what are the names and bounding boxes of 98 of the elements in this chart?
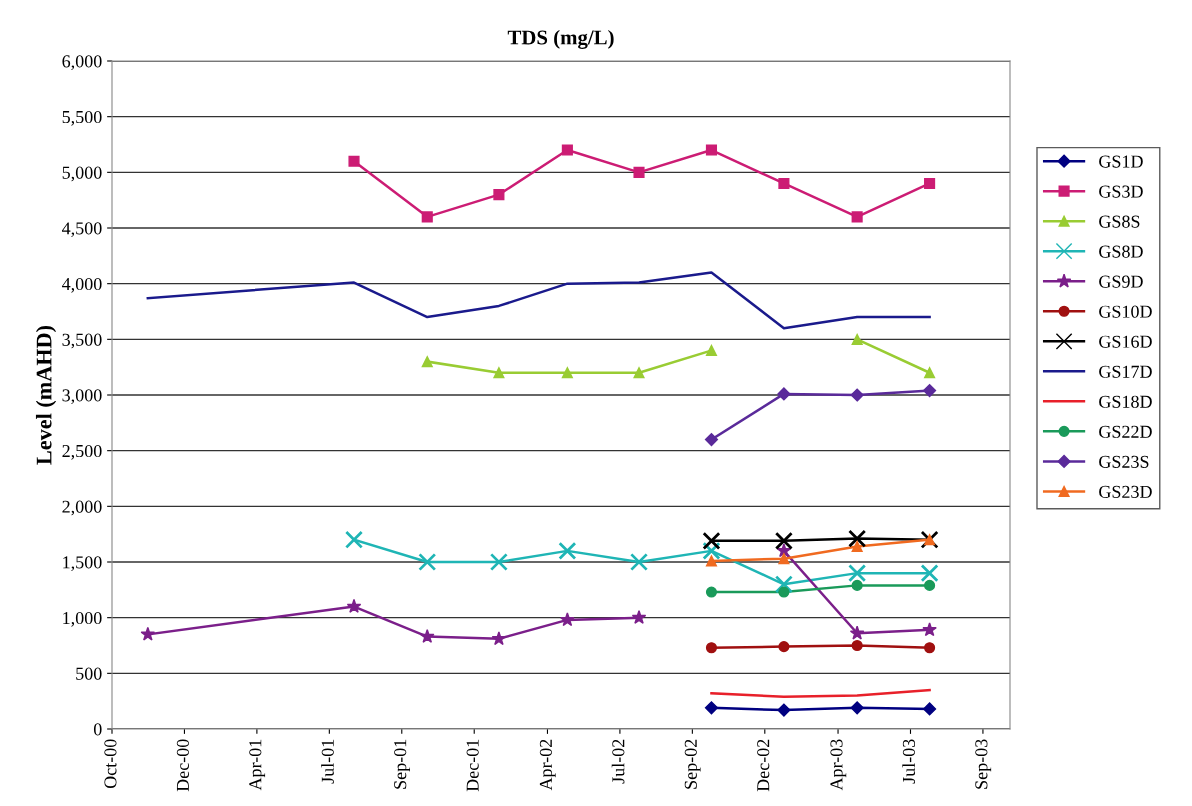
x-tick-label: Jul-02 xyxy=(611,739,625,784)
point xyxy=(848,564,867,583)
legend-label: GS16D xyxy=(1099,335,1152,348)
x-tick-label: Sep-02 xyxy=(684,739,701,789)
point xyxy=(922,622,937,637)
point xyxy=(924,642,936,654)
point xyxy=(776,543,792,558)
y-tick-label: 3,000 xyxy=(62,389,102,405)
legend-label: GS3D xyxy=(1099,185,1143,198)
y-tick-label: 500 xyxy=(76,667,102,680)
line-series xyxy=(146,271,931,330)
line-series xyxy=(710,688,931,698)
point xyxy=(923,383,937,398)
x-tick-label: Sep-01 xyxy=(394,739,410,789)
point xyxy=(778,641,790,653)
x-tick-label: Sep-03 xyxy=(975,739,992,789)
point xyxy=(778,586,790,598)
legend-label: GS10D xyxy=(1099,305,1152,318)
chart-title: TDS (mg/L) xyxy=(507,29,614,49)
point xyxy=(344,530,364,549)
point xyxy=(704,432,719,447)
y-tick-label: 0 xyxy=(93,723,102,736)
x-tick-label: Apr-03 xyxy=(830,739,847,791)
legend-label: GS18D xyxy=(1099,395,1152,408)
point xyxy=(705,344,718,357)
point xyxy=(629,552,649,572)
y-axis-title: Level (mAHD) xyxy=(35,325,57,465)
point xyxy=(924,367,936,379)
point xyxy=(560,612,575,627)
point xyxy=(558,541,577,560)
y-tick-label: 3,500 xyxy=(62,333,102,349)
point xyxy=(851,211,863,223)
point xyxy=(633,367,645,379)
point xyxy=(421,356,433,368)
x-tick-label: Jul-01 xyxy=(321,739,334,784)
point xyxy=(705,144,718,156)
x-tick-label: Dec-02 xyxy=(757,739,770,792)
point xyxy=(849,625,865,640)
point xyxy=(561,144,573,156)
point xyxy=(777,387,791,401)
legend-label: GS9D xyxy=(1099,275,1143,288)
point xyxy=(140,626,156,641)
y-tick-label: 6,000 xyxy=(62,55,102,71)
point xyxy=(924,579,936,591)
point xyxy=(491,631,507,646)
legend-label: GS23D xyxy=(1099,485,1152,498)
x-tick-label: Apr-02 xyxy=(539,739,556,791)
legend-label: GS8S xyxy=(1099,215,1140,228)
legend-label: GS17D xyxy=(1099,365,1152,378)
point xyxy=(418,552,437,572)
point xyxy=(346,598,362,613)
point xyxy=(633,166,645,178)
point xyxy=(778,553,790,565)
point xyxy=(561,367,573,379)
y-tick-label: 2,500 xyxy=(62,444,102,460)
point xyxy=(421,211,433,223)
point xyxy=(774,575,793,594)
y-tick-label: 5,500 xyxy=(62,110,102,126)
legend-label: GS1D xyxy=(1099,155,1143,168)
point xyxy=(489,552,508,572)
y-tick-label: 1,000 xyxy=(63,611,102,627)
point xyxy=(851,639,863,652)
point xyxy=(923,702,937,716)
y-tick-label: 4,000 xyxy=(62,277,102,293)
point xyxy=(924,534,936,546)
y-tick-label: 2,000 xyxy=(62,500,102,516)
point xyxy=(851,540,863,552)
y-tick-label: 1,500 xyxy=(63,556,102,572)
point xyxy=(419,628,435,643)
legend-label: GS8D xyxy=(1099,245,1143,258)
point xyxy=(493,367,505,379)
point xyxy=(850,388,864,402)
point xyxy=(705,642,718,654)
point xyxy=(778,177,790,190)
y-tick-label: 4,500 xyxy=(62,222,102,238)
legend-label: GS22D xyxy=(1099,425,1152,438)
point xyxy=(850,701,864,715)
x-tick-label: Dec-00 xyxy=(176,739,189,792)
point xyxy=(851,333,863,345)
x-tick-label: Apr-01 xyxy=(249,739,266,791)
legend-label: GS23S xyxy=(1099,455,1149,468)
y-tick-label: 5,000 xyxy=(62,166,102,182)
x-tick-label: Oct-00 xyxy=(104,739,117,789)
point xyxy=(920,564,939,583)
point xyxy=(774,531,793,550)
point xyxy=(702,531,721,550)
point xyxy=(705,586,718,598)
point xyxy=(848,529,867,548)
point xyxy=(631,610,647,624)
point xyxy=(924,177,936,190)
x-tick-label: Dec-01 xyxy=(466,739,479,792)
point xyxy=(851,579,863,591)
point xyxy=(493,189,505,201)
x-tick-label: Jul-03 xyxy=(902,739,916,784)
point xyxy=(705,555,718,567)
point xyxy=(704,701,719,715)
point xyxy=(348,155,360,167)
point xyxy=(777,703,791,717)
